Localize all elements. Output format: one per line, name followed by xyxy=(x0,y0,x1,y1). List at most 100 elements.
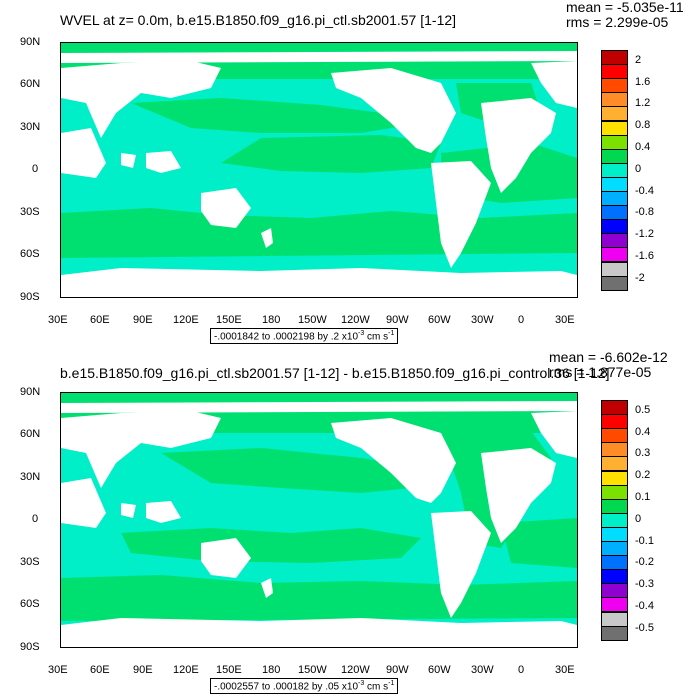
lat-label-30n: 30N xyxy=(20,471,41,483)
lon-label-30w: 30W xyxy=(471,664,494,676)
colorbar-label: 0 xyxy=(635,162,642,175)
lon-label-150e: 150E xyxy=(216,314,242,326)
colorbar-label: -0.2 xyxy=(635,556,654,569)
colorbar-swatch xyxy=(601,400,628,416)
stats-block: mean = -6.602e-12 rms = 1.877e-05 xyxy=(549,350,668,380)
panel-top: WVEL at z= 0.0m, b.e15.B1850.f09_g16.pi_… xyxy=(20,0,684,345)
lon-label-120w: 120W xyxy=(341,664,370,676)
lon-label-60w: 60W xyxy=(428,664,451,676)
lon-label-60e: 60E xyxy=(90,664,110,676)
map-plot xyxy=(60,42,578,298)
lon-label-180: 180 xyxy=(262,664,281,676)
lat-label-30s: 30S xyxy=(20,556,40,568)
colorbar-swatch xyxy=(601,261,628,277)
colorbar-label: 1.6 xyxy=(635,75,651,88)
lon-label-0: 0 xyxy=(518,664,525,676)
lat-label-eq: 0 xyxy=(32,513,39,525)
lon-label-30e: 30E xyxy=(48,314,68,326)
colorbar-swatch xyxy=(601,191,628,207)
colorbar-swatch xyxy=(601,247,628,263)
colorbar-label: -0.3 xyxy=(635,578,654,591)
range-text: -.0002557 to .000182 by .05 x10 xyxy=(214,681,359,693)
lon-label-150w: 150W xyxy=(298,664,327,676)
mean-value: mean = -5.035e-11 xyxy=(566,0,684,15)
land xyxy=(61,51,577,297)
colorbar-swatch xyxy=(601,275,628,291)
colorbar-swatch xyxy=(601,148,628,164)
colorbar-label: -0.1 xyxy=(635,534,654,547)
stats-block: mean = -5.035e-11 rms = 2.299e-05 xyxy=(566,0,684,30)
colorbar-swatch xyxy=(601,456,628,472)
colorbar-label: 0.2 xyxy=(635,469,651,482)
colorbar-swatch xyxy=(601,470,628,486)
colorbar-swatch xyxy=(601,555,628,571)
colorbar-label: -1.2 xyxy=(635,228,654,241)
lon-label-120w: 120W xyxy=(341,314,370,326)
lat-label-60n: 60N xyxy=(20,78,41,90)
colorbar-swatch xyxy=(601,541,628,557)
colorbar-label: 0.8 xyxy=(635,119,651,132)
colorbar-label: 0.1 xyxy=(635,491,651,504)
lon-label-30w: 30W xyxy=(471,314,494,326)
lat-label-30n: 30N xyxy=(20,121,41,133)
colorbar-swatch xyxy=(601,162,628,178)
range-exponent: -3 xyxy=(358,680,365,687)
colorbar-swatch xyxy=(601,428,628,444)
lat-label-90n: 90N xyxy=(20,36,41,48)
lat-label-90s: 90S xyxy=(20,291,40,303)
colorbar-swatch xyxy=(601,64,628,80)
colorbar-label: 1.2 xyxy=(635,97,651,110)
lon-label-150e: 150E xyxy=(216,664,242,676)
colorbar-swatch xyxy=(601,176,628,192)
lon-label-120e: 120E xyxy=(173,664,199,676)
land xyxy=(61,401,577,647)
colorbar-swatch xyxy=(601,134,628,150)
map-svg xyxy=(61,43,577,297)
range-unit: cm s xyxy=(364,331,389,343)
colorbar-swatch xyxy=(601,78,628,94)
map-plot xyxy=(60,392,578,648)
lat-label-eq: 0 xyxy=(32,163,39,175)
colorbar-swatch xyxy=(601,205,628,221)
lat-label-60s: 60S xyxy=(20,598,40,610)
colorbar-label: -0.4 xyxy=(635,600,654,612)
lon-label-90e: 90E xyxy=(133,314,153,326)
lon-label-90w: 90W xyxy=(386,314,409,326)
colorbar-swatch xyxy=(601,569,628,585)
panel-bottom: b.e15.B1850.f09_g16.pi_ctl.sb2001.57 [1-… xyxy=(0,350,700,700)
rms-value: rms = 1.877e-05 xyxy=(549,364,652,380)
lon-label-120e: 120E xyxy=(173,314,199,326)
lon-label-30e-end: 30E xyxy=(555,314,575,326)
colorbar-swatch xyxy=(601,498,628,514)
lon-label-60w: 60W xyxy=(428,314,451,326)
colorbar-label: -2 xyxy=(635,271,645,284)
lon-label-180: 180 xyxy=(262,314,281,326)
colorbar-label: -0.4 xyxy=(635,184,654,197)
colorbar-swatch xyxy=(601,625,628,641)
colorbar-swatch xyxy=(601,50,628,66)
colorbar-label: 0.3 xyxy=(635,447,651,460)
rms-value: rms = 2.299e-05 xyxy=(566,14,669,30)
colorbar-label: -0.5 xyxy=(635,621,654,634)
colorbar-swatch xyxy=(601,597,628,613)
colorbar-label: -1.6 xyxy=(635,250,654,262)
lon-label-30e-end: 30E xyxy=(555,664,575,676)
lon-label-30e: 30E xyxy=(48,664,68,676)
colorbar-label: 0 xyxy=(635,512,642,525)
lon-label-60e: 60E xyxy=(90,314,110,326)
range-unit: cm s xyxy=(364,681,389,693)
contour-range-box: -.0001842 to .0002198 by .2 x10-3 cm s-1 xyxy=(210,328,399,345)
colorbar-swatch xyxy=(601,484,628,500)
lat-label-30s: 30S xyxy=(20,206,40,218)
lat-label-60s: 60S xyxy=(20,248,40,260)
colorbar-swatch xyxy=(601,442,628,458)
colorbar-swatch xyxy=(601,233,628,249)
lon-label-90w: 90W xyxy=(386,664,409,676)
colorbar-label: 0.5 xyxy=(635,403,651,416)
colorbar-label: -0.8 xyxy=(635,206,654,219)
plot-title: WVEL at z= 0.0m, b.e15.B1850.f09_g16.pi_… xyxy=(60,12,457,28)
range-exponent: -3 xyxy=(358,330,365,337)
colorbar-swatch xyxy=(601,611,628,627)
plot-title: b.e15.B1850.f09_g16.pi_ctl.sb2001.57 [1-… xyxy=(60,365,610,381)
lon-label-0: 0 xyxy=(518,314,525,326)
